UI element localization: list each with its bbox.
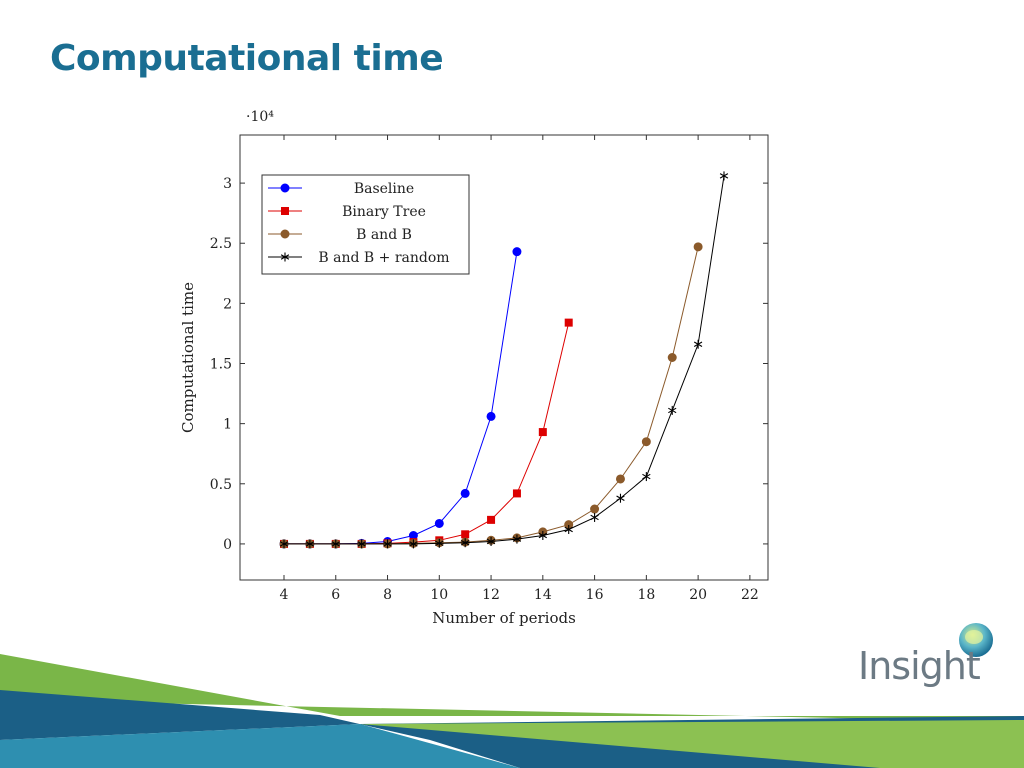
insight-logo: Insight [858,622,998,692]
legend-label: Binary Tree [342,204,426,220]
slide-title: Computational time [50,38,444,79]
series-3 [279,171,729,549]
data-point [538,428,547,437]
legend-label: B and B + random [318,250,449,266]
legend-entry: Baseline [268,181,414,197]
legend-marker [280,252,290,262]
y-tick-label: 3 [223,176,232,192]
legend-marker [281,207,289,215]
data-point [434,518,444,528]
x-tick-label: 8 [383,587,392,603]
data-point [668,405,677,415]
data-point [486,537,496,547]
data-point [564,524,573,534]
data-point [642,472,651,482]
x-tick-label: 6 [331,587,340,603]
data-point [461,538,470,548]
logo-text: Insight [858,644,981,688]
data-point [512,247,522,257]
data-point [305,539,315,549]
band-green-bottom [360,720,1024,768]
band-green-top [0,654,1024,722]
legend-marker [280,183,290,193]
data-point [486,411,496,421]
x-tick-label: 4 [280,587,289,603]
y-tick-label: 1.5 [210,357,232,373]
data-point [512,489,521,498]
legend-label: B and B [356,227,412,243]
x-tick-label: 18 [637,587,655,603]
data-point [616,493,625,503]
data-point [460,488,470,498]
data-point [693,242,703,252]
legend-entry: B and B [268,227,412,243]
data-point [667,353,677,362]
y-tick-label: 0 [223,537,232,553]
legend-entry: B and B + random [268,250,450,266]
data-point [641,437,651,447]
y-tick-label: 2 [223,296,232,312]
data-point [357,539,366,549]
series-line [284,175,725,545]
legend-marker [280,229,290,239]
data-point [512,534,522,544]
data-point [435,538,444,548]
x-tick-label: 10 [430,587,448,603]
data-point [538,531,547,540]
data-point [331,539,340,549]
y-tick-label: 1 [223,417,232,433]
y-tick-label: 0.5 [210,477,232,493]
legend-label: Baseline [354,181,414,197]
logo-globe-icon [959,623,993,657]
x-tick-label: 16 [586,587,604,603]
y-scale-label: ·10⁴ [246,109,274,125]
data-point [564,318,573,327]
data-point [615,474,625,484]
x-tick-label: 22 [741,587,759,603]
data-point [719,171,729,181]
plot-frame [239,134,769,581]
data-point [487,515,496,524]
legend-entry: Binary Tree [268,204,426,220]
data-point [279,539,289,549]
y-tick-label: 2.5 [210,236,232,252]
band-teal [0,724,520,768]
data-point [693,339,703,349]
data-point [590,512,599,522]
x-tick-label: 12 [482,587,500,603]
data-point [409,539,418,549]
y-axis-label: Computational time [179,282,197,433]
data-point [383,539,392,549]
x-axis-label: Number of periods [432,609,576,627]
data-point [461,530,470,539]
x-tick-label: 20 [689,587,707,603]
chart: 4 6 8 10 12 14 16 18 20 22 0 0.5 1 1.5 2 2.5 3 Number of … [179,109,769,627]
x-tick-label: 14 [534,587,552,603]
